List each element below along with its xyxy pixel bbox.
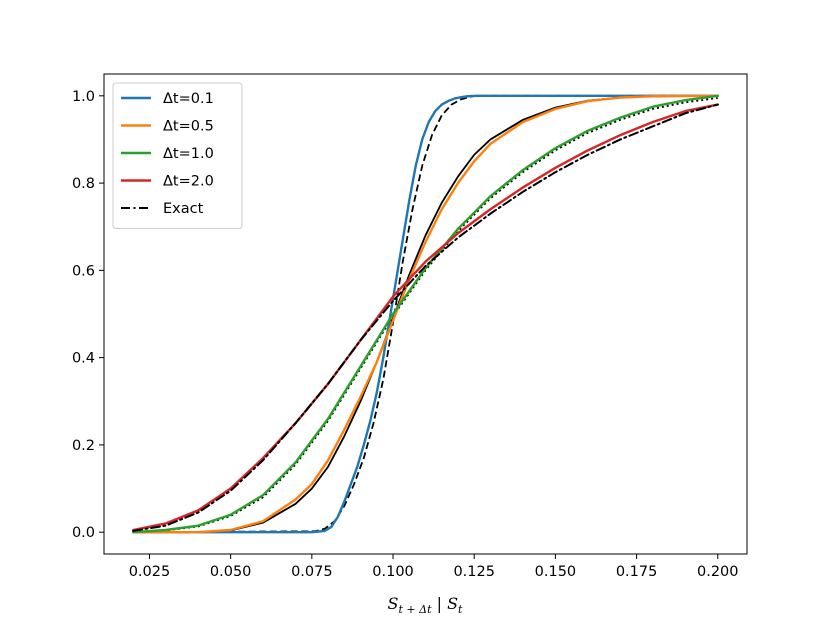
legend-label: Δt=0.1: [163, 91, 214, 107]
legend: Δt=0.1 Δt=0.5 Δt=1.0 Δt=2.0 Exact: [112, 82, 243, 229]
y-tick-label: 0.2: [72, 438, 95, 454]
x-axis-label: St + Δt | St: [388, 594, 464, 616]
x-axis-label-part: S: [388, 594, 399, 613]
x-tick-label: 0.175: [616, 564, 658, 580]
x-axis-label-part: |: [432, 594, 448, 613]
legend-box: [112, 82, 243, 229]
x-tick-label: 0.100: [372, 564, 414, 580]
series-line-3: [132, 94, 719, 534]
series-line-4: [132, 103, 719, 532]
x-axis-label-subscript: t: [458, 603, 463, 616]
x-axis-label-subscript: t + Δt: [399, 603, 433, 616]
plot-area: [132, 94, 719, 534]
x-tick-label: 0.125: [453, 564, 495, 580]
legend-label: Δt=2.0: [163, 174, 214, 190]
y-tick-label: 0.8: [72, 176, 95, 192]
y-tick-label: 0.4: [72, 351, 95, 367]
x-tick-label: 0.075: [291, 564, 333, 580]
reference-curve-3: [133, 97, 718, 534]
x-axis-label-part: S: [447, 594, 458, 613]
legend-label: Δt=0.5: [163, 119, 214, 135]
y-tick-label: 1.0: [72, 89, 95, 105]
legend-label: Exact: [163, 201, 204, 217]
legend-label: Δt=1.0: [163, 146, 214, 162]
x-tick-label: 0.150: [535, 564, 577, 580]
x-tick-label: 0.200: [697, 564, 739, 580]
y-tick-label: 0.0: [72, 525, 95, 541]
series-line-1: [132, 94, 719, 534]
x-tick-label: 0.025: [129, 564, 171, 580]
axes: 0.025 0.050 0.075 0.100 0.125 0.150 0.175 0.200…: [72, 73, 748, 580]
axes-frame: [103, 73, 748, 555]
y-tick-label: 0.6: [72, 263, 95, 279]
series-line-5: [132, 103, 719, 532]
x-tick-label: 0.050: [210, 564, 252, 580]
